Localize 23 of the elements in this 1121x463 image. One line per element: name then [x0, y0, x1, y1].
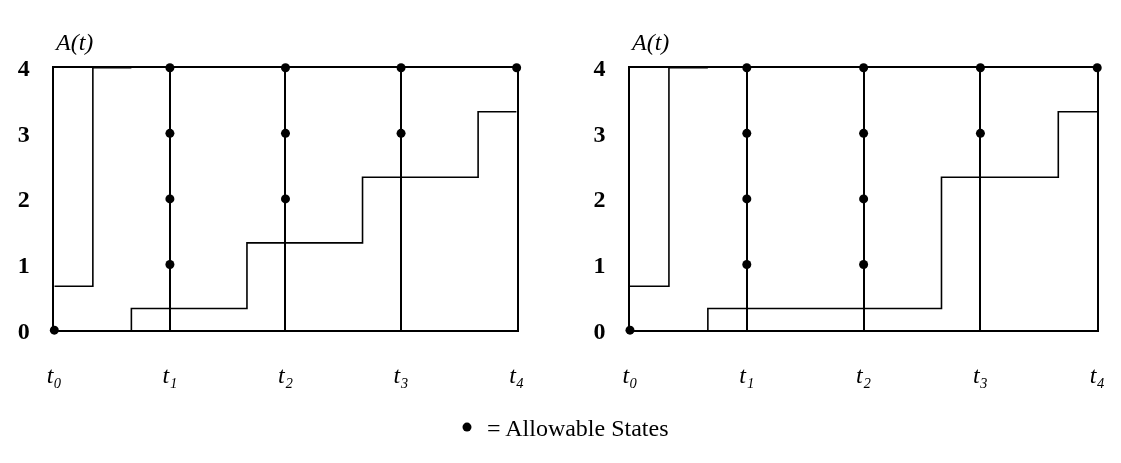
y-tick-label: 2 — [17, 186, 30, 213]
x-tick-label: t₃ — [393, 361, 409, 388]
y-axis-title: A(t) — [54, 29, 94, 55]
y-tick-label: 3 — [17, 120, 30, 147]
x-tick-label: t₁ — [162, 361, 178, 388]
y-tick-label: 4 — [17, 55, 30, 82]
y-tick-label: 1 — [17, 251, 30, 278]
x-tick-label: t₀ — [46, 361, 62, 388]
y-tick-label: 0 — [593, 317, 606, 344]
y-tick-label: 2 — [593, 186, 606, 213]
legend-label: = Allowable States — [487, 415, 669, 442]
y-tick-label: 0 — [17, 317, 30, 344]
x-tick-label: t₄ — [509, 361, 525, 388]
y-axis-title: A(t) — [630, 29, 670, 55]
y-tick-label: 1 — [593, 251, 606, 278]
x-tick-label: t₂ — [856, 361, 872, 388]
x-tick-label: t₀ — [622, 361, 638, 388]
x-tick-label: t₁ — [739, 361, 755, 388]
y-tick-label: 3 — [593, 120, 606, 147]
x-tick-label: t₄ — [1089, 361, 1105, 388]
x-tick-label: t₂ — [277, 361, 293, 388]
x-tick-label: t₃ — [972, 361, 988, 388]
y-tick-label: 4 — [593, 55, 606, 82]
